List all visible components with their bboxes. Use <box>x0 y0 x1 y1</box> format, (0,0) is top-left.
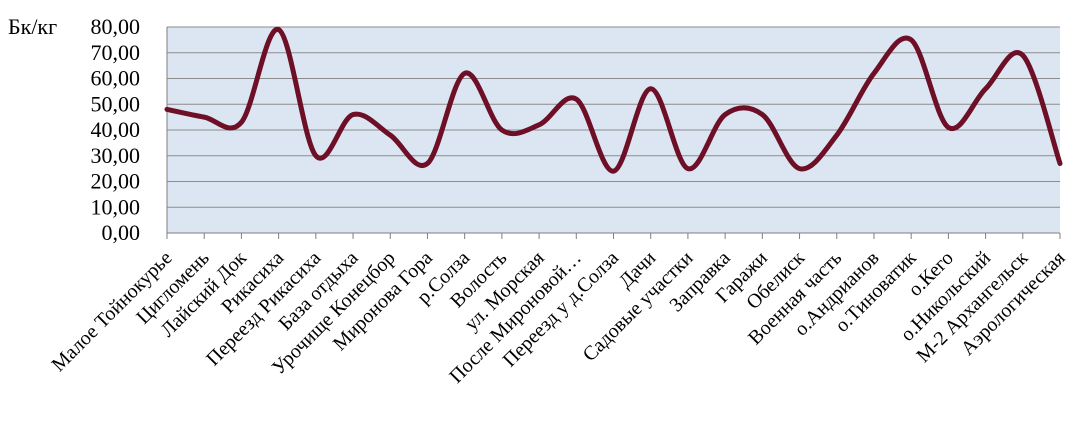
x-axis <box>166 27 1061 239</box>
series-line <box>164 27 1063 174</box>
y-tick-label: 0,00 <box>102 220 141 245</box>
y-tick-label: 80,00 <box>91 14 141 39</box>
y-tick-label: 40,00 <box>91 117 141 142</box>
y-tick-label: 30,00 <box>91 143 141 168</box>
y-axis-title: Бк/кг <box>8 14 58 39</box>
y-tick-label: 50,00 <box>91 91 141 116</box>
gridlines <box>167 26 1060 208</box>
y-tick-label: 20,00 <box>91 169 141 194</box>
y-tick-label: 10,00 <box>91 194 141 219</box>
y-tick-label: 70,00 <box>91 40 141 65</box>
y-axis-ticks: 0,0010,0020,0030,0040,0050,0060,0070,008… <box>91 14 141 245</box>
y-tick-label: 60,00 <box>91 66 141 91</box>
